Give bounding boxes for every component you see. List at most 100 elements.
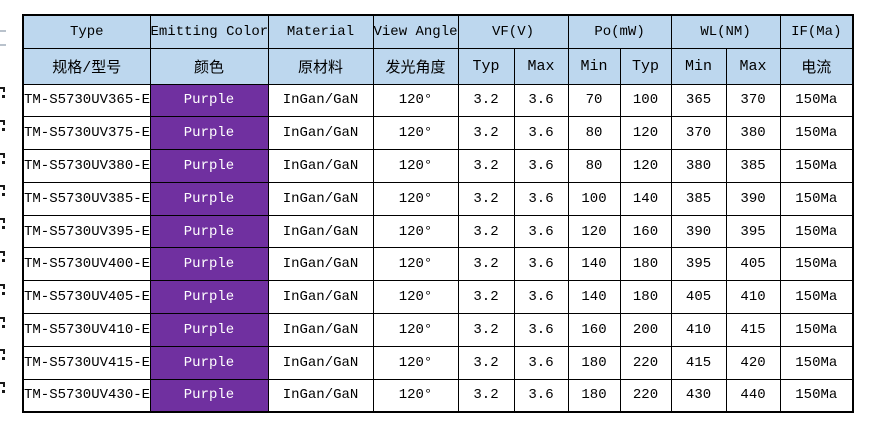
cell-view-angle: 120° bbox=[372, 214, 459, 249]
cell-vf-typ: 3.2 bbox=[457, 116, 515, 151]
cell-type: TM-S5730UV415-E bbox=[22, 345, 151, 380]
cell-po-min: 70 bbox=[567, 83, 621, 118]
cell-material: InGan/GaN bbox=[267, 83, 374, 118]
cell-po-min: 80 bbox=[567, 149, 621, 183]
table-row: TM-S5730UV400-E Purple InGan/GaN 120° 3.2 3.6… bbox=[22, 247, 854, 282]
cell-view-angle: 120° bbox=[372, 149, 459, 183]
cell-wl-min: 365 bbox=[670, 83, 727, 118]
cell-wl-min: 380 bbox=[670, 149, 727, 183]
cell-emitting-color: Purple bbox=[149, 116, 269, 151]
cell-type: TM-S5730UV430-E bbox=[22, 378, 151, 413]
cell-vf-max: 3.6 bbox=[513, 181, 569, 216]
cell-material: InGan/GaN bbox=[267, 116, 374, 151]
edge-fragment bbox=[2, 95, 5, 98]
table-row: TM-S5730UV395-E Purple InGan/GaN 120° 3.2 3.6… bbox=[22, 214, 854, 249]
cell-vf-max: 3.6 bbox=[513, 378, 569, 413]
cell-wl-max: 380 bbox=[725, 116, 781, 151]
cell-vf-max: 3.6 bbox=[513, 313, 569, 347]
led-spec-table: Type Emitting Color Material View Angle … bbox=[22, 14, 855, 413]
cell-if-current: 150Ma bbox=[779, 83, 854, 118]
cell-vf-typ: 3.2 bbox=[457, 83, 515, 118]
edge-fragment bbox=[0, 185, 5, 191]
header-if-cn: 电流 bbox=[779, 47, 854, 85]
header-wl: WL(NM) bbox=[670, 14, 781, 49]
cell-view-angle: 120° bbox=[372, 345, 459, 380]
cell-po-min: 140 bbox=[567, 247, 621, 282]
cell-wl-min: 415 bbox=[670, 345, 727, 380]
cell-wl-max: 390 bbox=[725, 181, 781, 216]
header-vf-typ: Typ bbox=[457, 47, 515, 85]
header-po: Po(mW) bbox=[567, 14, 672, 49]
cell-if-current: 150Ma bbox=[779, 345, 854, 380]
cell-po-typ: 140 bbox=[619, 181, 672, 216]
header-material: Material bbox=[267, 14, 374, 49]
cell-po-min: 140 bbox=[567, 280, 621, 315]
header-wl-min: Min bbox=[670, 47, 727, 85]
cell-if-current: 150Ma bbox=[779, 116, 854, 151]
edge-fragment bbox=[0, 382, 5, 388]
cell-po-typ: 220 bbox=[619, 378, 672, 413]
edge-fragment bbox=[0, 119, 5, 125]
header-row-english: Type Emitting Color Material View Angle … bbox=[22, 14, 854, 49]
cell-view-angle: 120° bbox=[372, 313, 459, 347]
cell-type: TM-S5730UV365-E bbox=[22, 83, 151, 118]
cell-type: TM-S5730UV385-E bbox=[22, 181, 151, 216]
header-type-cn: 规格/型号 bbox=[22, 47, 151, 85]
cell-type: TM-S5730UV400-E bbox=[22, 247, 151, 282]
cell-wl-min: 410 bbox=[670, 313, 727, 347]
cell-po-min: 160 bbox=[567, 313, 621, 347]
cell-wl-min: 390 bbox=[670, 214, 727, 249]
cell-wl-min: 385 bbox=[670, 181, 727, 216]
cell-material: InGan/GaN bbox=[267, 313, 374, 347]
header-material-cn: 原材料 bbox=[267, 47, 374, 85]
edge-fragment bbox=[0, 30, 6, 32]
table-row: TM-S5730UV410-E Purple InGan/GaN 120° 3.2 3.6… bbox=[22, 313, 854, 347]
cell-if-current: 150Ma bbox=[779, 280, 854, 315]
cell-if-current: 150Ma bbox=[779, 181, 854, 216]
cell-po-typ: 180 bbox=[619, 280, 672, 315]
header-wl-max: Max bbox=[725, 47, 781, 85]
cell-po-min: 100 bbox=[567, 181, 621, 216]
edge-fragment bbox=[2, 390, 5, 394]
cell-type: TM-S5730UV405-E bbox=[22, 280, 151, 315]
cell-wl-max: 385 bbox=[725, 149, 781, 183]
cell-emitting-color: Purple bbox=[149, 181, 269, 216]
cell-vf-typ: 3.2 bbox=[457, 345, 515, 380]
header-type: Type bbox=[22, 14, 151, 49]
header-po-typ: Typ bbox=[619, 47, 672, 85]
cell-view-angle: 120° bbox=[372, 280, 459, 315]
cell-vf-typ: 3.2 bbox=[457, 378, 515, 413]
cell-vf-typ: 3.2 bbox=[457, 280, 515, 315]
cell-wl-max: 420 bbox=[725, 345, 781, 380]
cell-vf-typ: 3.2 bbox=[457, 181, 515, 216]
edge-fragment bbox=[0, 316, 5, 322]
cell-if-current: 150Ma bbox=[779, 313, 854, 347]
cell-wl-max: 415 bbox=[725, 313, 781, 347]
edge-fragment bbox=[2, 291, 5, 295]
cell-wl-min: 405 bbox=[670, 280, 727, 315]
cell-emitting-color: Purple bbox=[149, 378, 269, 413]
edge-fragment bbox=[2, 324, 5, 328]
cell-po-typ: 120 bbox=[619, 116, 672, 151]
table-row: TM-S5730UV405-E Purple InGan/GaN 120° 3.2 3.6… bbox=[22, 280, 854, 315]
cell-po-typ: 180 bbox=[619, 247, 672, 282]
cell-type: TM-S5730UV410-E bbox=[22, 313, 151, 347]
cell-material: InGan/GaN bbox=[267, 181, 374, 216]
cell-wl-max: 370 bbox=[725, 83, 781, 118]
edge-fragment bbox=[0, 152, 5, 158]
edge-fragment bbox=[0, 251, 5, 256]
cell-po-min: 180 bbox=[567, 378, 621, 413]
cell-type: TM-S5730UV375-E bbox=[22, 116, 151, 151]
table-row: TM-S5730UV365-E Purple InGan/GaN 120° 3.2 3.6… bbox=[22, 83, 854, 118]
cell-wl-max: 410 bbox=[725, 280, 781, 315]
cell-vf-typ: 3.2 bbox=[457, 313, 515, 347]
cell-po-min: 80 bbox=[567, 116, 621, 151]
table-body: TM-S5730UV365-E Purple InGan/GaN 120° 3.2 3.6… bbox=[22, 83, 854, 413]
cell-po-typ: 120 bbox=[619, 149, 672, 183]
cell-emitting-color: Purple bbox=[149, 149, 269, 183]
header-if: IF(Ma) bbox=[779, 14, 854, 49]
cell-vf-typ: 3.2 bbox=[457, 214, 515, 249]
table-row: TM-S5730UV415-E Purple InGan/GaN 120° 3.2 3.6… bbox=[22, 345, 854, 380]
edge-fragment bbox=[0, 283, 5, 289]
cell-if-current: 150Ma bbox=[779, 378, 854, 413]
